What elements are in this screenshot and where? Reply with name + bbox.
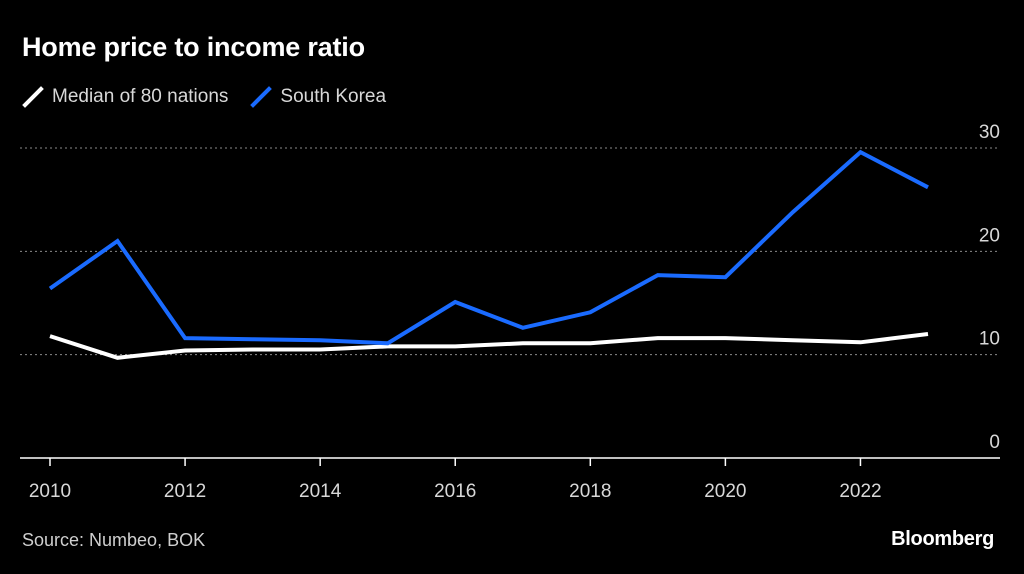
x-tick-label-2010: 2010 [29, 481, 71, 502]
legend-item-median: Median of 80 nations [22, 86, 228, 108]
y-tick-label-0: 0 [989, 432, 1000, 453]
y-tick-label-30: 30 [979, 122, 1000, 143]
x-tick-label-2014: 2014 [299, 481, 342, 502]
chart-title: Home price to income ratio [22, 32, 365, 62]
bloomberg-logo: Bloomberg [891, 528, 994, 550]
series-line-south-korea [48, 149, 929, 346]
x-tick-label-2012: 2012 [164, 481, 206, 502]
x-tick-label-2016: 2016 [434, 481, 476, 502]
legend-label-south-korea: South Korea [280, 86, 387, 107]
y-tick-label-20: 20 [979, 225, 1000, 246]
x-tick-label-2018: 2018 [569, 481, 611, 502]
legend-swatch-south-korea [250, 86, 273, 108]
x-tick-label-2022: 2022 [839, 481, 881, 502]
x-tick-label-2020: 2020 [704, 481, 746, 502]
y-tick-label-10: 10 [979, 329, 1000, 350]
legend-item-south-korea: South Korea [250, 86, 386, 108]
series-line-median [49, 332, 929, 360]
source-note: Source: Numbeo, BOK [22, 530, 206, 550]
chart-legend: Median of 80 nations South Korea [22, 86, 408, 108]
legend-swatch-median [22, 86, 44, 108]
legend-label-median: Median of 80 nations [52, 86, 229, 107]
